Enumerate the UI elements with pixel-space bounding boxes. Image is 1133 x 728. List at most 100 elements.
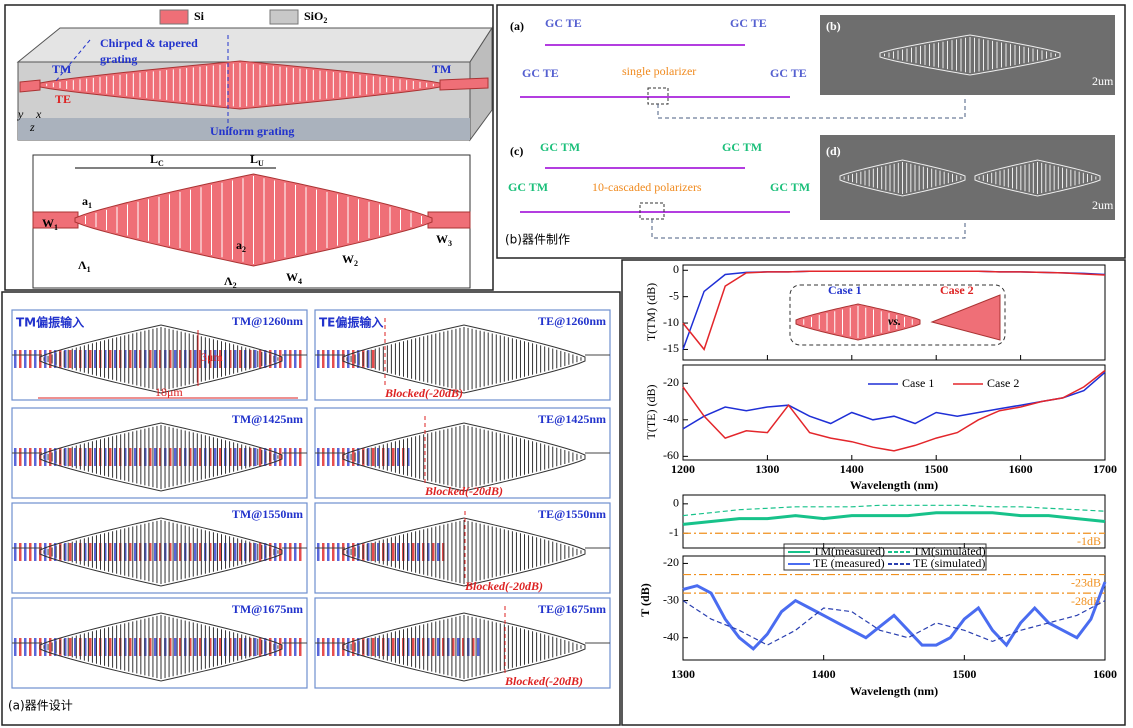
label: W3 — [436, 232, 452, 248]
label: TM — [432, 62, 451, 76]
field — [397, 448, 400, 466]
field — [352, 638, 355, 656]
field — [209, 543, 212, 561]
field — [149, 448, 152, 466]
field — [114, 638, 117, 656]
field — [199, 350, 202, 368]
x-tick-label: 1600 — [1093, 667, 1117, 681]
label-main: Λ — [78, 258, 87, 272]
field — [159, 448, 162, 466]
label: Si — [194, 9, 205, 23]
label: Blocked(-20dB) — [424, 484, 503, 498]
label-main: a — [82, 194, 88, 208]
field — [289, 543, 292, 561]
legend-frame — [783, 543, 987, 571]
field — [139, 638, 142, 656]
field — [129, 638, 132, 656]
field — [179, 638, 182, 656]
y-tick-label: -10 — [663, 315, 679, 329]
field — [234, 350, 237, 368]
field — [294, 350, 297, 368]
field — [169, 350, 172, 368]
field — [174, 543, 177, 561]
legend-swatch — [269, 9, 299, 25]
label-main: Λ — [224, 274, 233, 288]
legend-swatch — [159, 9, 189, 25]
label: TE@1425nm — [538, 412, 606, 426]
field — [357, 543, 360, 561]
field — [254, 638, 257, 656]
field — [189, 543, 192, 561]
grating-outline — [39, 517, 283, 587]
label: Λ2 — [224, 274, 237, 290]
field — [412, 543, 415, 561]
field — [69, 543, 72, 561]
field — [104, 638, 107, 656]
field — [139, 448, 142, 466]
label-sub: 2 — [323, 16, 327, 25]
field — [239, 350, 242, 368]
legend-label: Case 2 — [987, 376, 1019, 390]
field — [392, 638, 395, 656]
y-axis-title: T (dB) — [638, 583, 652, 616]
field — [134, 350, 137, 368]
y-axis-title: T(TM) (dB) — [644, 283, 658, 341]
field — [259, 350, 262, 368]
field — [299, 638, 302, 656]
label-main: L — [250, 152, 258, 166]
field — [264, 448, 267, 466]
series-line — [682, 504, 1106, 517]
label: vs. — [888, 314, 901, 328]
field — [69, 448, 72, 466]
field — [437, 638, 440, 656]
field — [229, 543, 232, 561]
label: GC TM — [770, 180, 810, 194]
field — [367, 350, 370, 368]
field — [134, 543, 137, 561]
field — [387, 638, 390, 656]
field — [49, 543, 52, 561]
label: GC TE — [522, 66, 559, 80]
label-main: Si — [194, 9, 205, 23]
field — [189, 448, 192, 466]
field — [289, 638, 292, 656]
field — [214, 638, 217, 656]
grating-outline — [879, 34, 1061, 76]
y-tick-label: -40 — [663, 629, 679, 643]
ref-label: -1dB — [1077, 534, 1101, 548]
field — [457, 638, 460, 656]
field — [64, 543, 67, 561]
field — [179, 448, 182, 466]
label: Λ1 — [78, 258, 91, 274]
series-line — [682, 371, 1106, 430]
label: Blocked(-20dB) — [504, 674, 583, 688]
field — [279, 350, 282, 368]
y-axis-title: T(TE) (dB) — [644, 385, 658, 440]
grating-outline — [342, 517, 586, 587]
series-line — [682, 270, 1106, 351]
ref-label: -23dB — [1071, 575, 1101, 589]
field — [332, 350, 335, 368]
label: W1 — [42, 216, 58, 232]
label: LC — [150, 152, 164, 168]
legend-label: TE (simulated) — [913, 556, 985, 570]
label: TE偏振输入 — [319, 315, 383, 330]
grating-outline — [39, 324, 283, 394]
field — [477, 638, 480, 656]
label: GC TM — [540, 140, 580, 154]
field — [284, 543, 287, 561]
field — [109, 543, 112, 561]
field — [114, 543, 117, 561]
field — [74, 638, 77, 656]
series-line — [682, 581, 1107, 651]
field — [332, 448, 335, 466]
field — [194, 448, 197, 466]
field — [24, 350, 27, 368]
label-main: W — [436, 232, 448, 246]
field — [69, 638, 72, 656]
label: x — [35, 107, 42, 121]
label: GC TM — [508, 180, 548, 194]
field — [347, 350, 350, 368]
field — [219, 543, 222, 561]
field — [199, 543, 202, 561]
